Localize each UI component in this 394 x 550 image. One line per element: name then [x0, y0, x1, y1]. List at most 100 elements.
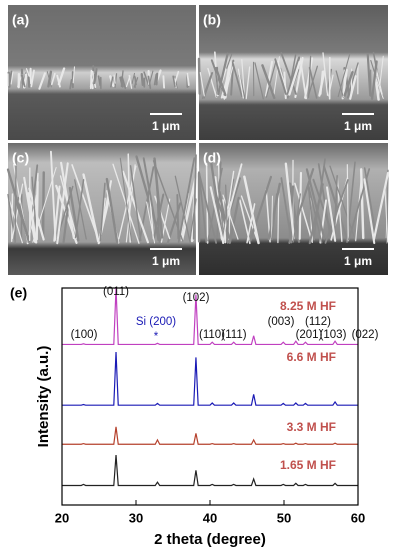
nanowire [105, 177, 119, 244]
nanowire [177, 157, 196, 244]
nanowire [222, 194, 239, 240]
nanowire [113, 74, 116, 84]
nanowire [375, 68, 383, 95]
nanowire [363, 178, 376, 245]
nanowire [343, 70, 354, 97]
nanowire [121, 75, 127, 89]
nanowire [346, 62, 359, 99]
plot-frame [61, 287, 359, 506]
nanowire [319, 199, 327, 244]
series-line [62, 455, 358, 487]
series-label: 1.65 M HF [280, 458, 336, 472]
series-label: 6.6 M HF [287, 350, 336, 364]
nanowire [72, 66, 76, 84]
nanowire [243, 175, 260, 245]
nanowire [261, 64, 276, 100]
nanowire [280, 52, 297, 95]
sem-images: (a) 1 μm (b) 1 μm (c) 1 μm (d) 1 μm [6, 5, 390, 275]
nanowire [146, 201, 156, 244]
nanowire [237, 68, 244, 99]
series-line [62, 351, 358, 406]
nanowire [347, 168, 371, 241]
sem-panel: (c) 1 μm [6, 143, 198, 275]
nanowire [271, 193, 278, 241]
peak-annotation: (102) [183, 292, 210, 304]
nanowire [207, 67, 217, 98]
nanowire [21, 77, 26, 88]
nanowire [30, 69, 35, 88]
nanowire [74, 179, 87, 240]
nanowire [41, 171, 45, 240]
nanowire [319, 70, 324, 95]
nanowire [27, 76, 31, 88]
nanowire [149, 70, 154, 84]
nanowire [15, 200, 31, 242]
nanowire [374, 75, 384, 99]
nanowire [198, 171, 218, 244]
sem-panel: (b) 1 μm [197, 5, 388, 140]
nanowire [59, 175, 78, 240]
peak-annotation: (111) [221, 329, 246, 341]
nanowire [335, 70, 344, 99]
nanowire [199, 72, 205, 97]
sem-image [8, 143, 196, 275]
nanowire [307, 55, 312, 99]
nanowire [308, 186, 323, 244]
nanowire [277, 60, 289, 97]
nanowire [56, 162, 69, 245]
nanowire [62, 200, 70, 244]
nanowire [114, 73, 118, 88]
nanowire [265, 61, 277, 98]
nanowire [140, 73, 144, 87]
nanowire [10, 71, 14, 85]
peak-annotation: (201) [296, 329, 323, 341]
nanowire [307, 184, 315, 241]
nanowire [209, 186, 225, 244]
nanowire [189, 198, 197, 239]
nanowire [329, 165, 356, 241]
xrd-chart: (e) 20 30 40 50 60 2 theta (degree) Intensity (… [10, 285, 379, 548]
peak-annotation: (112) [305, 316, 331, 328]
nanowire [129, 165, 142, 242]
nanowire [217, 52, 229, 96]
panel-label: (a) [12, 12, 29, 28]
nanowire [271, 195, 273, 239]
nanowire [174, 75, 178, 89]
series-line [62, 426, 358, 445]
nanowire [198, 171, 208, 244]
nanowire [119, 76, 124, 88]
x-axis-label: 2 theta (degree) [154, 531, 266, 548]
nanowire [38, 72, 47, 90]
nanowire [172, 75, 176, 88]
nanowire [155, 72, 159, 86]
panel-label: (b) [203, 12, 221, 28]
nanowire [56, 74, 61, 88]
nanowire [294, 182, 314, 243]
scale-bar-label: 1 μm [152, 119, 180, 133]
scale-bar-label: 1 μm [152, 254, 180, 268]
nanowire [68, 186, 80, 242]
peak-annotation: Si (200) [136, 316, 176, 328]
nanowire [131, 72, 136, 85]
nanowire [324, 179, 349, 244]
nanowire [359, 168, 365, 240]
nanowire [192, 154, 197, 240]
nanowire [180, 174, 198, 242]
nanowire [287, 54, 297, 99]
nanowire [89, 69, 93, 90]
nanowire [322, 52, 329, 96]
sem-image [8, 5, 196, 140]
panel-label: (c) [12, 150, 29, 166]
peak-annotation: (022) [352, 329, 379, 341]
nanowire [231, 61, 243, 97]
nanowire [336, 175, 343, 242]
x-tick-label: 60 [351, 510, 365, 525]
nanowire [147, 75, 152, 90]
nanowire [25, 68, 33, 86]
nanowire [228, 200, 231, 241]
nanowire [277, 192, 280, 244]
nanowire [284, 162, 295, 240]
series-line [62, 287, 358, 346]
nanowire [240, 195, 259, 242]
nanowire [249, 175, 273, 242]
